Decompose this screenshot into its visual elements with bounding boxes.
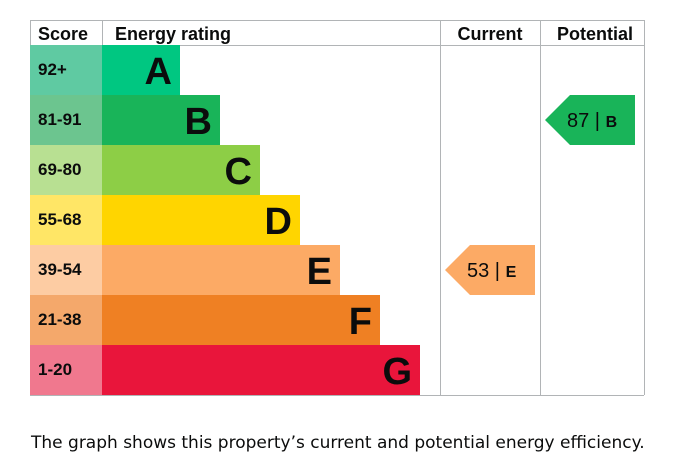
potential-rating-value: 87 | [567,110,606,132]
rating-indicators: 53 | E 87 | B [445,95,635,295]
rating-bar-b [102,95,220,145]
score-cell-f [30,295,102,345]
rating-letter-b: B [185,101,212,143]
score-cell-e [30,245,102,295]
score-cell-g [30,345,102,395]
header-current: Current [457,24,522,44]
potential-rating-letter: B [606,114,618,131]
score-cell-a [30,45,102,95]
header-potential: Potential [557,24,633,44]
rating-bar-f [102,295,380,345]
potential-rating-value-label: 87 | B [567,110,617,132]
rating-letter-c: C [225,151,252,193]
rating-letter-e: E [307,251,332,293]
rating-bar-d [102,195,300,245]
current-rating-value-label: 53 | E [467,260,517,282]
score-label-a: 92+ [38,60,67,79]
current-rating-value: 53 | [467,260,506,282]
energy-rating-chart: Score Energy rating Current Potential 92… [30,20,645,396]
rating-bar-e [102,245,340,295]
current-rating-arrow [445,245,535,295]
rating-letter-f: F [349,301,372,343]
rating-bands: 92+ A 81-91 B 69-80 C 55-68 D 39-54 E 21-38 F 1-20 G [30,45,420,395]
chart-caption: The graph shows this property’s current … [31,433,645,453]
header-score: Score [38,24,88,44]
score-cell-c [30,145,102,195]
rating-letter-d: D [265,201,292,243]
score-label-f: 21-38 [38,310,81,329]
rating-bar-a [102,45,180,95]
potential-rating-arrow [545,95,635,145]
header-energy-rating: Energy rating [115,24,231,44]
rating-letter-a: A [145,51,172,93]
rating-letter-g: G [382,351,412,393]
rating-bar-c [102,145,260,195]
score-label-d: 55-68 [38,210,81,229]
column-headers: Score Energy rating Current Potential [38,24,633,44]
score-label-c: 69-80 [38,160,81,179]
score-cell-b [30,95,102,145]
current-rating-letter: E [506,264,517,281]
rating-bar-g [102,345,420,395]
score-label-g: 1-20 [38,360,72,379]
score-label-e: 39-54 [38,260,82,279]
score-cell-d [30,195,102,245]
score-label-b: 81-91 [38,110,81,129]
